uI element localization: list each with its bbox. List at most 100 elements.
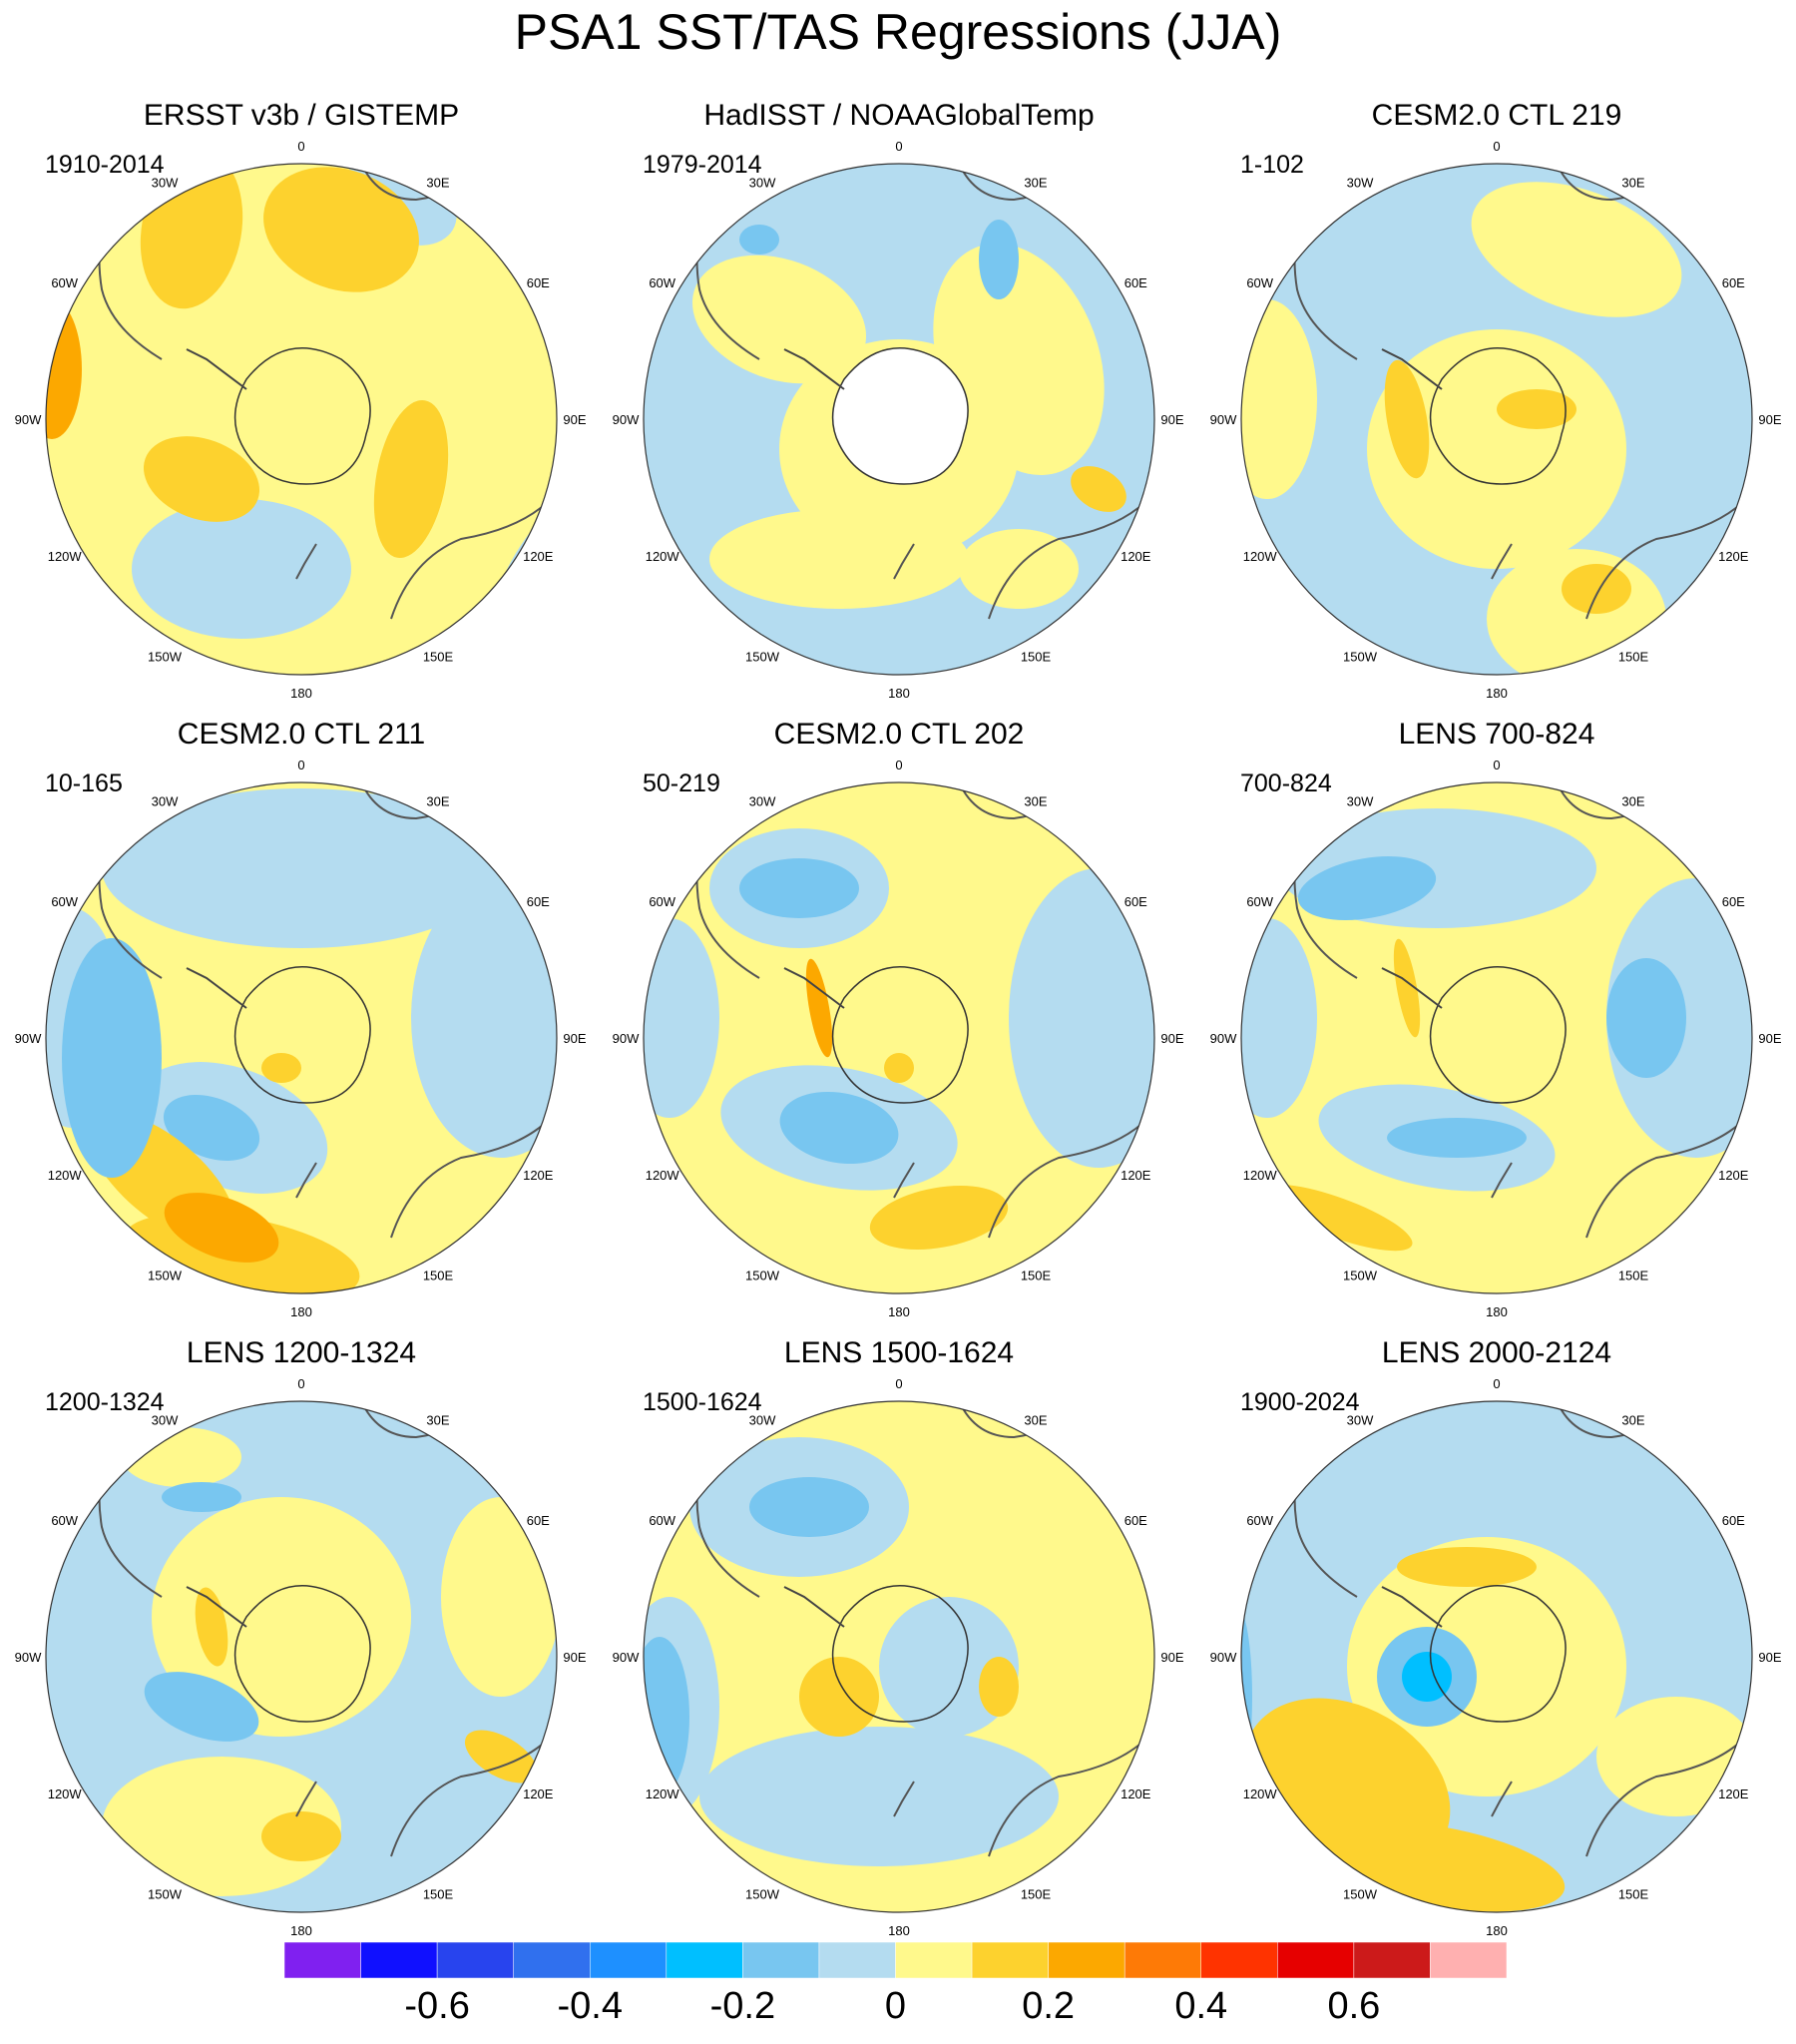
antarctica-coastline bbox=[831, 966, 969, 1104]
new-zealand-coastline bbox=[893, 1162, 915, 1199]
contour-region bbox=[1384, 359, 1430, 479]
contour-region bbox=[1387, 1118, 1527, 1158]
longitude-label: 30W bbox=[749, 1413, 776, 1428]
longitude-label: 120E bbox=[1718, 1787, 1749, 1801]
contour-region bbox=[163, 1095, 260, 1161]
antarctica-coastline bbox=[1429, 1585, 1567, 1723]
contour-region bbox=[1471, 182, 1682, 317]
contour-field bbox=[1241, 782, 1752, 1293]
longitude-label: 180 bbox=[290, 1304, 312, 1319]
longitude-label: 120W bbox=[1243, 1787, 1278, 1801]
longitude-label: 150W bbox=[745, 1268, 780, 1282]
longitude-label: 0 bbox=[895, 1376, 902, 1391]
map-panel: 0 30E 60E 90E 120E 150E 180 150W 120W 90W 60W 30W bbox=[613, 758, 1184, 1319]
longitude-label: 120W bbox=[48, 1168, 83, 1183]
longitude-label: 150W bbox=[1343, 1886, 1378, 1901]
contour-field bbox=[1241, 1401, 1752, 1912]
new-zealand-coastline bbox=[1491, 543, 1513, 580]
antarctica-coastline bbox=[1429, 966, 1567, 1104]
longitude-label: 90W bbox=[1210, 412, 1237, 427]
longitude-label: 150W bbox=[148, 1886, 183, 1901]
longitude-label: 120E bbox=[1121, 549, 1151, 564]
longitude-label: 90W bbox=[613, 1031, 640, 1046]
peninsula-coastline bbox=[186, 1586, 247, 1628]
panel-title: CESM2.0 CTL 219 bbox=[1371, 99, 1622, 132]
new-zealand-coastline bbox=[295, 1781, 317, 1817]
contour-region bbox=[164, 1193, 279, 1263]
longitude-label: 60E bbox=[527, 1513, 550, 1528]
contour-field bbox=[644, 164, 1154, 675]
contour-region bbox=[779, 1091, 899, 1165]
longitude-label: 150W bbox=[148, 1268, 183, 1282]
antarctica-coastline bbox=[233, 966, 371, 1104]
panel-period: 50-219 bbox=[643, 769, 720, 797]
panel-title: ERSST v3b / GISTEMP bbox=[143, 99, 460, 132]
longitude-label: 30W bbox=[1347, 1413, 1374, 1428]
longitude-label: 90E bbox=[1758, 1650, 1781, 1665]
colorbar-tick-label: -0.2 bbox=[710, 1985, 775, 2027]
longitude-label: 150W bbox=[745, 1886, 780, 1901]
longitude-label: 120E bbox=[1718, 549, 1749, 564]
longitude-label: 90W bbox=[15, 1650, 42, 1665]
longitude-label: 60E bbox=[1722, 1513, 1745, 1528]
peninsula-coastline bbox=[1381, 967, 1443, 1009]
longitude-label: 90W bbox=[15, 1031, 42, 1046]
map-panel: 0 30E 60E 90E 120E 150E 180 150W 120W 90W 60W 30W bbox=[15, 139, 587, 701]
contour-region bbox=[1297, 856, 1437, 920]
map-border bbox=[1240, 163, 1753, 676]
longitude-label: 150E bbox=[1021, 1886, 1052, 1901]
longitude-label: 30W bbox=[152, 1413, 179, 1428]
longitude-label: 90W bbox=[1210, 1650, 1237, 1665]
contour-region bbox=[441, 1497, 557, 1697]
longitude-label: 0 bbox=[1493, 1376, 1500, 1391]
longitude-label: 30W bbox=[152, 176, 179, 191]
contour-region bbox=[1347, 1537, 1626, 1796]
longitude-label: 30W bbox=[152, 794, 179, 809]
peninsula-coastline bbox=[1381, 1586, 1443, 1628]
longitude-label: 30E bbox=[426, 794, 449, 809]
colorbar-swatch bbox=[1430, 1941, 1508, 1979]
panel-period: 1500-1624 bbox=[643, 1388, 762, 1416]
panel-period: 1910-2014 bbox=[45, 151, 165, 179]
map-panel: 0 30E 60E 90E 120E 150E 180 150W 120W 90W 60W 30W bbox=[613, 1376, 1184, 1938]
contour-region bbox=[62, 938, 162, 1178]
longitude-label: 0 bbox=[297, 758, 304, 772]
antarctica-coastline bbox=[831, 1585, 969, 1723]
panel-period: 1-102 bbox=[1240, 151, 1304, 179]
colorbar-swatch bbox=[1200, 1941, 1278, 1979]
contour-region bbox=[1241, 299, 1317, 499]
longitude-label: 90W bbox=[613, 1650, 640, 1665]
peninsula-coastline bbox=[186, 348, 247, 390]
contour-region bbox=[1606, 958, 1686, 1078]
map-border bbox=[643, 781, 1155, 1294]
map-panel: 0 30E 60E 90E 120E 150E 180 150W 120W 90W 60W 30W bbox=[1210, 758, 1782, 1319]
longitude-label: 180 bbox=[1486, 1304, 1508, 1319]
peninsula-coastline bbox=[783, 1586, 845, 1628]
australia-coastline bbox=[1585, 1736, 1747, 1857]
antarctica-coastline bbox=[831, 347, 969, 485]
contour-region bbox=[979, 220, 1019, 299]
longitude-label: 180 bbox=[290, 686, 312, 701]
longitude-label: 60E bbox=[1124, 1513, 1147, 1528]
longitude-label: 180 bbox=[888, 1304, 910, 1319]
contour-region bbox=[884, 1053, 914, 1083]
contour-region bbox=[261, 1811, 341, 1861]
peninsula-coastline bbox=[783, 348, 845, 390]
longitude-label: 120W bbox=[48, 549, 83, 564]
contour-region bbox=[644, 918, 719, 1118]
longitude-label: 30W bbox=[749, 176, 776, 191]
map-border bbox=[643, 163, 1155, 676]
longitude-label: 60E bbox=[527, 894, 550, 909]
antarctica-coastline bbox=[1429, 347, 1567, 485]
contour-region bbox=[1562, 564, 1631, 614]
panel-title: LENS 700-824 bbox=[1398, 718, 1595, 751]
colorbar-tick-label: 0 bbox=[885, 1985, 906, 2027]
longitude-label: 150W bbox=[1343, 1268, 1378, 1282]
longitude-label: 150E bbox=[423, 1268, 454, 1282]
longitude-label: 180 bbox=[1486, 1923, 1508, 1938]
longitude-label: 0 bbox=[1493, 139, 1500, 154]
figure-title: PSA1 SST/TAS Regressions (JJA) bbox=[514, 4, 1282, 60]
contour-region bbox=[1009, 868, 1154, 1168]
new-zealand-coastline bbox=[1491, 1162, 1513, 1199]
